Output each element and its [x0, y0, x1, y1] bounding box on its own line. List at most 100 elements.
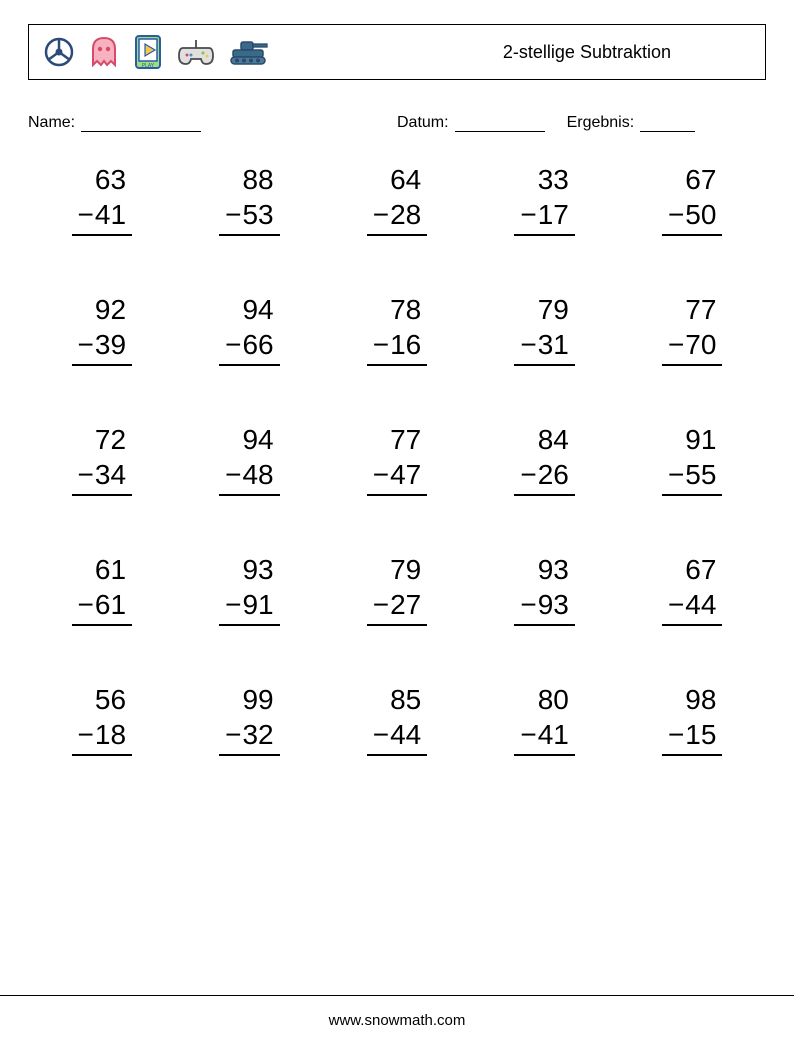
subtrahend-row: −15	[662, 717, 723, 756]
minus-sign: −	[668, 589, 684, 620]
minuend: 77	[367, 422, 428, 457]
subtrahend: 16	[390, 329, 421, 360]
problem-cell: 88−53	[176, 162, 324, 236]
problem-cell: 85−44	[323, 682, 471, 756]
subtrahend-row: −31	[514, 327, 575, 366]
subtrahend: 31	[538, 329, 569, 360]
minuend: 92	[72, 292, 133, 327]
minuend: 56	[72, 682, 133, 717]
minuend: 94	[219, 292, 280, 327]
minus-sign: −	[78, 459, 94, 490]
minuend: 64	[367, 162, 428, 197]
date-label: Datum:	[397, 114, 449, 132]
minus-sign: −	[225, 329, 241, 360]
subtrahend: 39	[95, 329, 126, 360]
minus-sign: −	[520, 199, 536, 230]
minus-sign: −	[225, 719, 241, 750]
subtrahend-row: −41	[72, 197, 133, 236]
subtrahend-row: −17	[514, 197, 575, 236]
subtrahend: 70	[685, 329, 716, 360]
minus-sign: −	[668, 329, 684, 360]
header-icons: PLAY	[43, 34, 269, 70]
minus-sign: −	[668, 459, 684, 490]
problem-cell: 72−34	[28, 422, 176, 496]
problem-cell: 92−39	[28, 292, 176, 366]
problem-cell: 78−16	[323, 292, 471, 366]
problem-cell: 94−66	[176, 292, 324, 366]
subtrahend-row: −41	[514, 717, 575, 756]
minus-sign: −	[520, 329, 536, 360]
minus-sign: −	[78, 589, 94, 620]
minuend: 99	[219, 682, 280, 717]
subtrahend: 91	[242, 589, 273, 620]
subtrahend-row: −44	[662, 587, 723, 626]
subtrahend: 32	[242, 719, 273, 750]
subtrahend-row: −44	[367, 717, 428, 756]
minuend: 33	[514, 162, 575, 197]
minus-sign: −	[225, 589, 241, 620]
subtrahend: 26	[538, 459, 569, 490]
subtrahend-row: −61	[72, 587, 133, 626]
minus-sign: −	[520, 459, 536, 490]
minus-sign: −	[373, 719, 389, 750]
worksheet-page: PLAY	[0, 0, 794, 1053]
minus-sign: −	[225, 199, 241, 230]
minuend: 94	[219, 422, 280, 457]
subtrahend: 17	[538, 199, 569, 230]
subtrahend-row: −53	[219, 197, 280, 236]
name-blank	[81, 116, 201, 132]
problem-cell: 64−28	[323, 162, 471, 236]
minus-sign: −	[373, 459, 389, 490]
subtrahend-row: −50	[662, 197, 723, 236]
result-blank	[640, 116, 695, 132]
problems-grid: 63−4188−5364−2833−1767−5092−3994−6678−16…	[28, 162, 766, 756]
svg-text:PLAY: PLAY	[142, 63, 155, 69]
subtrahend: 44	[685, 589, 716, 620]
minuend: 61	[72, 552, 133, 587]
subtrahend: 48	[242, 459, 273, 490]
minuend: 72	[72, 422, 133, 457]
subtrahend: 41	[95, 199, 126, 230]
problem-cell: 67−50	[618, 162, 766, 236]
subtrahend-row: −70	[662, 327, 723, 366]
problem-cell: 79−31	[471, 292, 619, 366]
steering-wheel-icon	[43, 36, 75, 68]
minus-sign: −	[520, 589, 536, 620]
minuend: 67	[662, 552, 723, 587]
minuend: 93	[219, 552, 280, 587]
problem-cell: 93−93	[471, 552, 619, 626]
problem-cell: 93−91	[176, 552, 324, 626]
subtrahend-row: −66	[219, 327, 280, 366]
minuend: 91	[662, 422, 723, 457]
subtrahend-row: −26	[514, 457, 575, 496]
subtrahend-row: −39	[72, 327, 133, 366]
problem-cell: 80−41	[471, 682, 619, 756]
problem-cell: 61−61	[28, 552, 176, 626]
subtrahend: 34	[95, 459, 126, 490]
worksheet-title: 2-stellige Subtraktion	[503, 42, 751, 63]
minuend: 67	[662, 162, 723, 197]
subtrahend-row: −91	[219, 587, 280, 626]
header-box: PLAY	[28, 24, 766, 80]
subtrahend-row: −18	[72, 717, 133, 756]
gamepad-icon	[177, 38, 215, 66]
subtrahend-row: −27	[367, 587, 428, 626]
minuend: 78	[367, 292, 428, 327]
minuend: 85	[367, 682, 428, 717]
subtrahend-row: −48	[219, 457, 280, 496]
minus-sign: −	[373, 589, 389, 620]
problem-cell: 77−47	[323, 422, 471, 496]
play-tablet-icon: PLAY	[133, 34, 163, 70]
minuend: 93	[514, 552, 575, 587]
info-row: Name: Datum: Ergebnis:	[28, 114, 766, 132]
minus-sign: −	[225, 459, 241, 490]
problem-cell: 56−18	[28, 682, 176, 756]
subtrahend: 15	[685, 719, 716, 750]
minuend: 77	[662, 292, 723, 327]
subtrahend-row: −34	[72, 457, 133, 496]
subtrahend: 50	[685, 199, 716, 230]
minuend: 98	[662, 682, 723, 717]
subtrahend-row: −47	[367, 457, 428, 496]
minuend: 88	[219, 162, 280, 197]
problem-cell: 98−15	[618, 682, 766, 756]
